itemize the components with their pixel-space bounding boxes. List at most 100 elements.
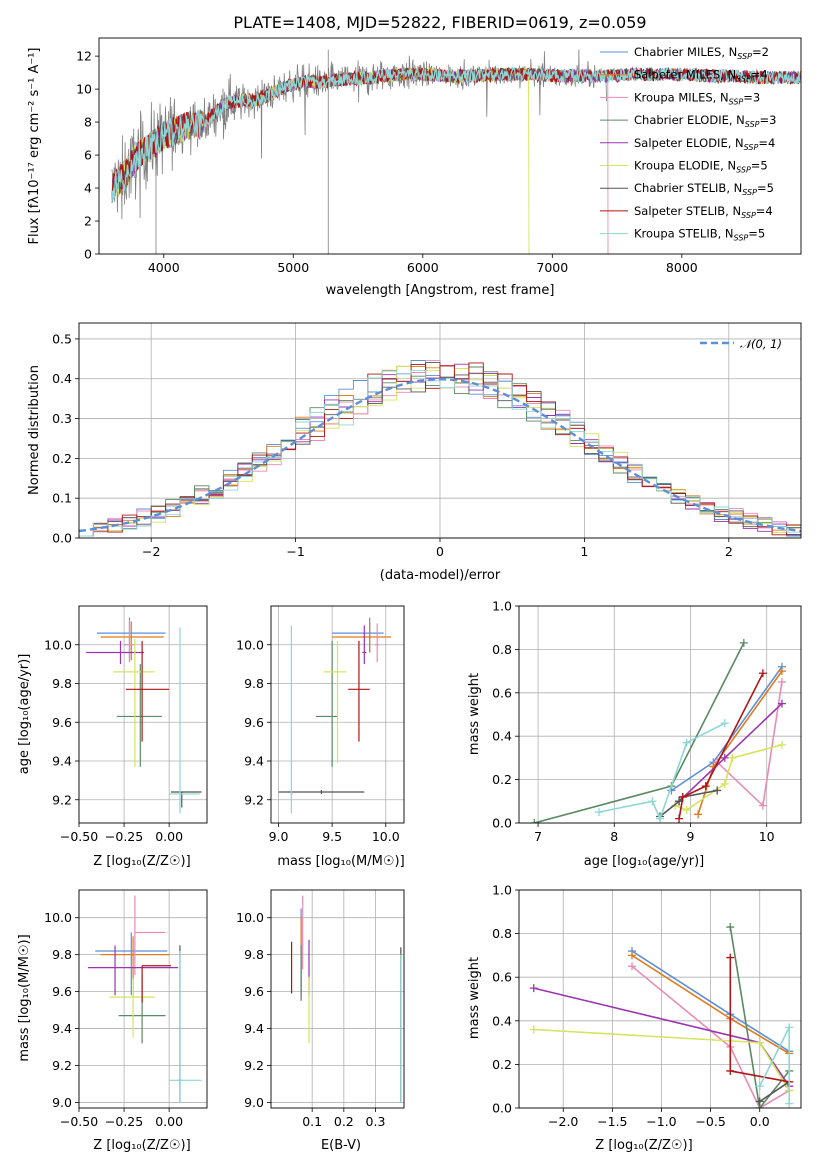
weight-line-chabrier-stelib [759, 1081, 790, 1103]
x-tick-label: 6000 [407, 260, 439, 275]
weight-line-salpeter-stelib [678, 672, 764, 819]
plot-frame [78, 889, 208, 1109]
errorbar-kroupa-stelib [169, 627, 200, 814]
x-tick-label: −0.25 [105, 829, 143, 844]
legend-label-salpeter-miles: Salpeter MILES, NSSP=4 [634, 68, 768, 84]
y-tick-label: 0.3 [52, 411, 72, 426]
errorbar-kroupa-elodie [109, 978, 155, 1038]
spectrum-ylabel: Flux [fλ10⁻¹⁷ erg cm⁻² s⁻¹ A⁻¹] [27, 48, 42, 245]
x-tick-label: 0.0 [750, 1114, 770, 1129]
spectrum-plot: 4000 5000 6000 7000 8000 0 2 4 6 8 10 12 Chabrier MI… [76, 37, 802, 275]
plot-frame [518, 889, 802, 1109]
y-tick-label: 4 [84, 181, 92, 196]
weight-z-xlabel: Z [log₁₀(Z/Z☉)] [595, 1138, 692, 1153]
y-tick-label: 9.2 [52, 792, 72, 807]
errorbar-kroupa-elodie [113, 638, 155, 767]
y-tick-label: 9.6 [244, 715, 264, 730]
y-tick-label: 6 [84, 148, 92, 163]
mass-vs-extinction-plot: 0.1 0.2 0.3 9.0 9.2 9.4 9.6 9.8 10.0 [236, 889, 405, 1129]
y-tick-label: 9.4 [52, 1021, 72, 1036]
y-tick-label: 0.2 [52, 451, 72, 466]
y-tick-label: 0.4 [492, 729, 512, 744]
x-tick-label: 1 [580, 544, 588, 559]
errorbar-salpeter-elodie [86, 640, 144, 665]
errorbar-chabrier-elodie [116, 664, 162, 767]
residual-histogram-plot: −2 −1 0 1 2 0.0 0.1 0.2 0.3 0.4 0.5 𝒩(0, 1) [52, 322, 802, 559]
y-tick-label: 9.4 [52, 754, 72, 769]
x-tick-label: −1 [286, 544, 304, 559]
weight-z-ylabel: mass weight [467, 957, 482, 1039]
errorbar-chabrier-miles [95, 932, 168, 996]
weight-marker [755, 1082, 764, 1091]
y-tick-label: 9.6 [244, 984, 264, 999]
legend-count: =4 [756, 204, 773, 218]
errorbar-salpeter-elodie [88, 945, 179, 996]
errorbar-kroupa-stelib [169, 950, 202, 1103]
y-tick-label: 10.0 [44, 910, 72, 925]
y-tick-label: 0.6 [492, 970, 512, 985]
legend-subscript: SSP [744, 143, 759, 152]
x-tick-label: 7 [534, 829, 542, 844]
y-tick-label: 0.0 [492, 1101, 512, 1116]
y-tick-label: 0 [84, 247, 92, 262]
y-tick-label: 8 [84, 115, 92, 130]
weight-marker [755, 1097, 764, 1106]
x-tick-label: 0.2 [334, 1114, 354, 1129]
legend-label-chabrier-elodie: Chabrier ELODIE, NSSP=3 [634, 113, 776, 129]
weight-marker [777, 677, 786, 686]
errorbar-kroupa-miles [124, 619, 135, 663]
weight-marker [726, 953, 735, 962]
plot-area [290, 895, 402, 1103]
normal-legend-label: 𝒩(0, 1) [740, 337, 782, 351]
weight-marker [694, 810, 703, 819]
normal-distribution-curve [79, 377, 801, 533]
weight-line-chabrier-stelib [659, 789, 718, 818]
x-tick-label: 0.00 [155, 829, 183, 844]
age-vs-mass-plot: 9.0 9.5 10.0 9.2 9.4 9.6 9.8 10.0 [236, 605, 405, 844]
weight-marker [758, 669, 767, 678]
legend-subscript: SSP [742, 188, 757, 197]
legend-subscript: SSP [745, 120, 760, 129]
histogram-kroupa-stelib [79, 369, 801, 537]
x-tick-label: −0.25 [105, 1114, 143, 1129]
plot-frame [78, 605, 208, 824]
weight-marker [682, 805, 691, 814]
model-spectrum-kroupa-miles [111, 66, 609, 254]
y-tick-label: 0.2 [492, 1057, 512, 1072]
legend-label-kroupa-miles: Kroupa MILES, NSSP=3 [634, 90, 760, 106]
legend-label-salpeter-stelib: Salpeter STELIB, NSSP=4 [634, 204, 773, 220]
y-tick-label: 9.0 [244, 1095, 264, 1110]
x-tick-label: 0.00 [155, 1114, 183, 1129]
y-tick-label: 1.0 [492, 599, 512, 614]
weight-marker [728, 753, 737, 762]
age-z-xlabel: Z [log₁₀(Z/Z☉)] [93, 854, 190, 869]
weight-marker [720, 753, 729, 762]
legend-label-chabrier-miles: Chabrier MILES, NSSP=2 [634, 45, 769, 61]
y-tick-label: 0.0 [492, 816, 512, 831]
x-tick-label: −0.50 [60, 829, 98, 844]
legend-count: =4 [751, 68, 768, 82]
errorbar-chabrier-stelib [170, 791, 202, 808]
x-tick-label: 10.0 [372, 829, 400, 844]
x-tick-label: 5000 [277, 260, 309, 275]
legend-count: =4 [758, 136, 775, 150]
y-tick-label: 0.6 [492, 685, 512, 700]
weight-age-xlabel: age [log₁₀(age/yr)] [584, 854, 705, 869]
weight-marker [675, 814, 684, 823]
residual-ylabel: Normed distribution [27, 365, 42, 495]
weight-marker [530, 819, 539, 823]
legend-subscript: SSP [734, 234, 749, 243]
weight-marker [529, 1025, 538, 1034]
legend-count: =5 [748, 227, 765, 241]
y-tick-label: 9.8 [244, 947, 264, 962]
legend-count: =3 [760, 113, 777, 127]
x-tick-label: −0.5 [695, 1114, 725, 1129]
mass-vs-metallicity-plot: −0.50 −0.25 0.00 9.0 9.2 9.4 9.6 9.8 10.0 [44, 889, 208, 1129]
y-tick-label: 10.0 [44, 637, 72, 652]
plot-frame [98, 37, 802, 255]
weight-marker [777, 699, 786, 708]
y-tick-label: 1.0 [492, 883, 512, 898]
y-tick-label: 0.1 [52, 491, 72, 506]
plot-area [79, 359, 801, 537]
weight-marker [785, 1099, 794, 1108]
